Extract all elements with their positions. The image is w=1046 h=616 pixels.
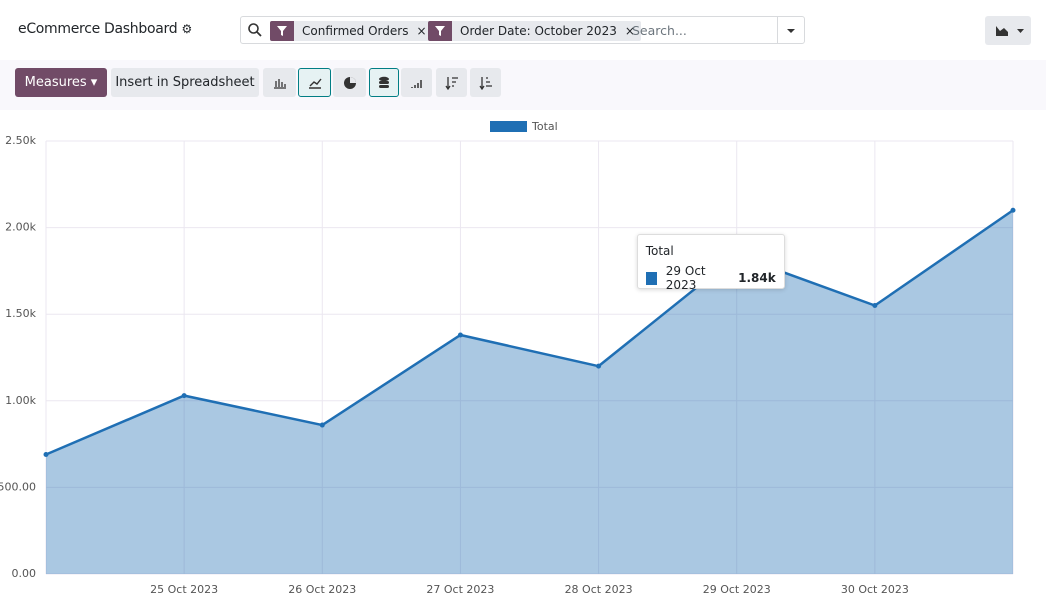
page-title: eCommerce Dashboard ⚙	[18, 21, 192, 37]
search-bar[interactable]: Confirmed Orders × Order Date: October 20…	[240, 16, 805, 44]
tooltip-swatch	[645, 271, 657, 285]
legend-label: Total	[531, 120, 558, 133]
point	[596, 363, 602, 369]
search-icon	[248, 23, 262, 37]
tooltip-title: Total	[645, 244, 674, 259]
filter-chip[interactable]: Order Date: October 2023 ×	[428, 21, 641, 41]
header: eCommerce Dashboard ⚙ Confirmed Orders × …	[0, 0, 1046, 60]
view-switcher[interactable]	[985, 16, 1031, 45]
point	[319, 422, 325, 428]
x-tick-label: 27 Oct 2023	[426, 583, 494, 596]
y-tick-label: 2.00k	[5, 221, 36, 234]
filter-text: Order Date: October 2023	[460, 24, 617, 38]
point	[181, 393, 187, 399]
y-tick-label: 1.00k	[5, 394, 36, 407]
search-placeholder[interactable]: Search...	[632, 23, 687, 38]
y-tick-label: 0.00	[12, 567, 37, 580]
pie-chart-button[interactable]	[333, 68, 366, 97]
point	[1010, 207, 1016, 213]
tooltip-category: 29 Oct 2023	[665, 264, 706, 293]
area	[46, 210, 1013, 574]
sort-desc-button[interactable]	[436, 68, 467, 97]
remove-filter[interactable]: ×	[624, 24, 635, 38]
tooltip-value: 1.84k	[738, 271, 776, 286]
button-text: Insert in Spreadsheet	[115, 75, 255, 90]
remove-filter[interactable]: ×	[416, 24, 427, 38]
title-text: eCommerce Dashboard	[18, 21, 178, 37]
sort-asc-button[interactable]	[470, 68, 501, 97]
x-tick-label: 30 Oct 2023	[841, 583, 909, 596]
filter-chip[interactable]: Confirmed Orders ×	[270, 21, 433, 41]
measures-button[interactable]: Measures ▾	[15, 68, 107, 97]
y-tick-label: 2.50k	[5, 134, 36, 147]
x-tick-label: 28 Oct 2023	[565, 583, 633, 596]
x-tick-label: 29 Oct 2023	[703, 583, 771, 596]
y-tick-label: 500.00	[0, 480, 36, 493]
legend-swatch	[490, 121, 527, 132]
insert-button[interactable]: Insert in Spreadsheet	[111, 68, 259, 97]
bar-chart-button[interactable]	[263, 68, 296, 97]
stacked-button[interactable]	[369, 68, 399, 97]
point	[43, 451, 49, 457]
filter-text: Confirmed Orders	[302, 24, 409, 38]
line-chart-button[interactable]	[298, 68, 331, 97]
tooltip: Total 29 Oct 2023 1.84k	[636, 234, 785, 293]
toolbar: Measures ▾ Insert in Spreadsheet	[0, 60, 1046, 110]
line	[45, 209, 1014, 456]
x-tick-label: 26 Oct 2023	[288, 583, 356, 596]
point	[457, 332, 463, 338]
settings-icon[interactable]: ⚙	[181, 22, 192, 36]
button-text: Measures	[24, 75, 87, 90]
cumulative-button[interactable]	[401, 68, 432, 97]
point	[872, 303, 878, 309]
search-dropdown[interactable]	[777, 17, 804, 43]
y-tick-label: 1.50k	[5, 307, 36, 320]
x-tick-label: 25 Oct 2023	[150, 583, 218, 596]
